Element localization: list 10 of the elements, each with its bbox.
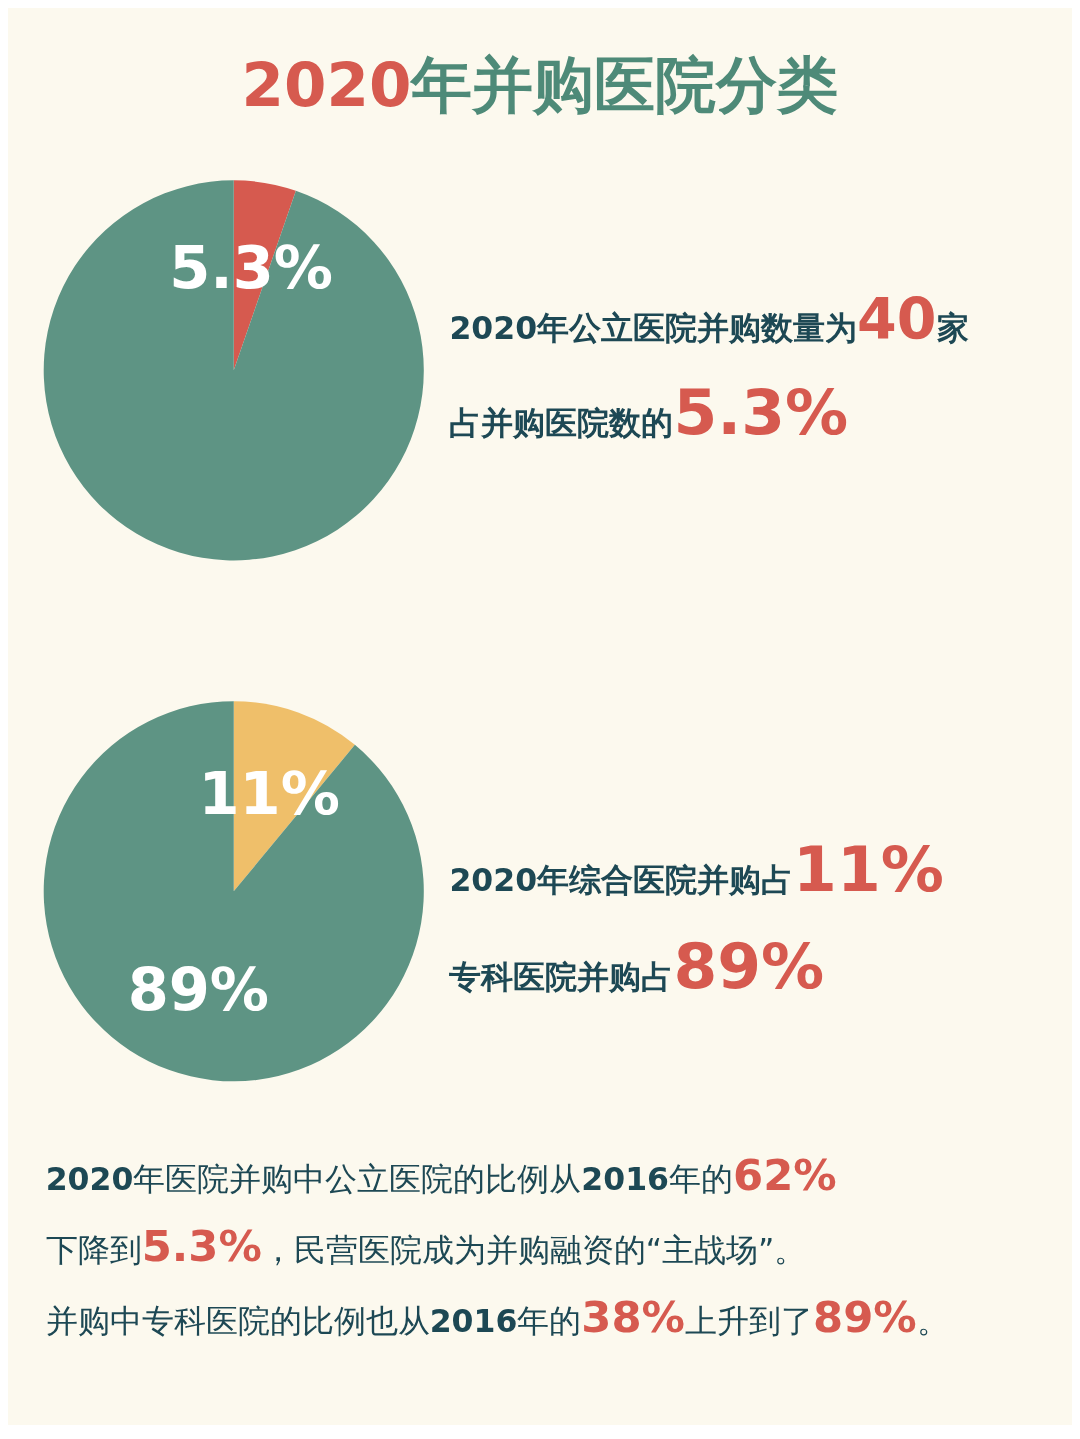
pie-slice — [43, 180, 424, 561]
text: 下降到5.3%，民营医院成为并购融资的“主战场”。 — [45, 1220, 807, 1271]
chart-title: 2020年并购医院分类 — [241, 49, 839, 121]
text: 2020年医院并购中公立医院的比例从2016年的62% — [45, 1149, 837, 1200]
text: 并购中专科医院的比例也从2016年的38%上升到了89%。 — [45, 1292, 949, 1343]
text: 2020年公立医院并购数量为40家 — [449, 285, 969, 352]
pie-slice — [43, 701, 424, 1082]
text: 专科医院并购占89% — [448, 929, 825, 1003]
text: 占并购医院数的5.3% — [449, 376, 849, 450]
data-label: 89% — [127, 955, 270, 1025]
